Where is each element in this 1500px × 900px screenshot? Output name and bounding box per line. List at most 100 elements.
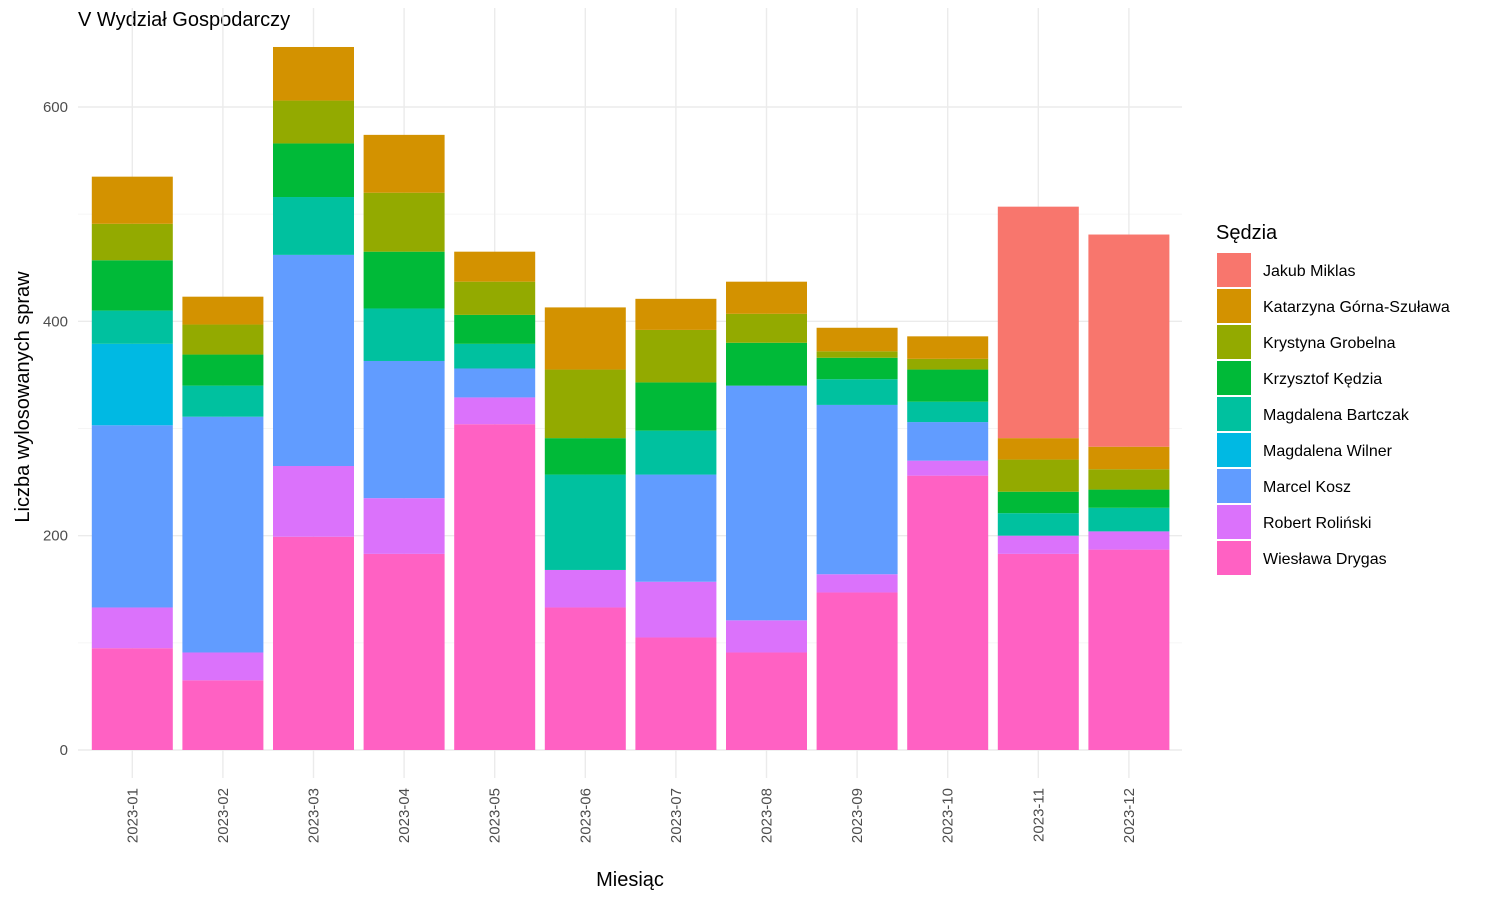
x-tick-label: 2023-03 (306, 788, 323, 843)
y-tick-label: 400 (43, 313, 68, 330)
x-tick-label: 2023-11 (1030, 788, 1047, 842)
bar-segment (635, 430, 717, 475)
bar-segment (273, 466, 354, 537)
x-tick-label: 2023-05 (487, 788, 504, 843)
bar-segment (1088, 531, 1170, 550)
legend-label: Krystyna Grobelna (1263, 335, 1396, 352)
bar-segment (363, 251, 445, 309)
bar-segment (997, 513, 1079, 536)
bar-segment (544, 607, 626, 750)
legend-title: Sędzia (1216, 222, 1278, 244)
legend-swatch (1217, 505, 1251, 539)
legend-label: Jakub Miklas (1263, 263, 1355, 280)
bar-segment (363, 308, 445, 361)
x-tick-label: 2023-06 (577, 788, 594, 843)
bar-segment (726, 620, 807, 653)
legend-label: Wiesława Drygas (1263, 551, 1387, 568)
x-axis-ticks: 2023-01 2023-02 2023-03 2023-04 2023-05 2023-… (124, 788, 1138, 843)
bar-segment (635, 329, 717, 383)
bar-segment (635, 382, 717, 431)
bar-segment (997, 491, 1079, 514)
bar-segment (363, 134, 445, 193)
bar-segment (91, 343, 173, 426)
bar-segment (363, 360, 445, 499)
bar-segment (182, 385, 264, 417)
bar-segment (907, 369, 989, 402)
bar-segment (1088, 469, 1170, 490)
bar-segment (91, 310, 173, 344)
bar-segment (544, 307, 626, 370)
bar-segment (544, 569, 626, 608)
bar-segment (1088, 234, 1170, 447)
bar-segment (816, 592, 898, 750)
bar-segment (363, 553, 445, 750)
bar-segment (544, 438, 626, 475)
legend-label: Robert Roliński (1263, 515, 1371, 532)
legend-swatch (1217, 433, 1251, 467)
legend-swatch (1217, 253, 1251, 287)
bar-segment (997, 206, 1079, 439)
bar-segment (273, 254, 354, 467)
bar-segment (273, 46, 354, 101)
legend-swatch (1217, 397, 1251, 431)
bar-segment (273, 197, 354, 255)
bar-segment (182, 324, 264, 355)
bar-segment (182, 296, 264, 325)
x-tick-label: 2023-02 (215, 788, 232, 843)
bar-segment (635, 581, 717, 638)
bar-segment (182, 652, 264, 681)
legend-label: Magdalena Bartczak (1263, 407, 1410, 424)
bar-segment (635, 298, 717, 330)
bar-segment (816, 574, 898, 593)
bar-segment (997, 535, 1079, 554)
bar-segment (454, 424, 536, 750)
bar-segment (907, 358, 989, 370)
bar-segment (726, 281, 807, 314)
x-tick-label: 2023-08 (759, 788, 776, 843)
legend-items: Jakub Miklas Katarzyna Górna-Szuława Kryst… (1217, 253, 1450, 575)
legend-swatch (1217, 325, 1251, 359)
bar-segment (726, 313, 807, 343)
bar-segment (454, 251, 536, 282)
y-tick-label: 200 (43, 528, 68, 545)
bars (91, 46, 1170, 750)
x-tick-label: 2023-12 (1121, 788, 1138, 843)
bar-segment (1088, 446, 1170, 470)
bar-segment (726, 385, 807, 621)
bar-segment (997, 438, 1079, 460)
bar-segment (907, 475, 989, 750)
bar-segment (816, 327, 898, 352)
bar-segment (635, 474, 717, 582)
bar-segment (816, 379, 898, 405)
bar-segment (273, 536, 354, 750)
bar-segment (907, 401, 989, 423)
y-axis-title: Liczba wylosowanych spraw (12, 271, 34, 523)
bar-segment (1088, 489, 1170, 508)
bar-segment (454, 397, 536, 425)
bar-segment (816, 351, 898, 358)
bar-segment (363, 192, 445, 252)
bar-segment (1088, 549, 1170, 750)
bar-segment (454, 343, 536, 369)
bar-segment (726, 652, 807, 750)
y-axis-ticks: 0 200 400 600 (43, 99, 68, 759)
bar-segment (91, 223, 173, 261)
bar-segment (544, 474, 626, 570)
y-tick-label: 600 (43, 99, 68, 116)
bar-segment (726, 342, 807, 386)
bar-segment (182, 680, 264, 750)
x-tick-label: 2023-01 (124, 788, 141, 843)
legend-label: Katarzyna Górna-Szuława (1263, 299, 1450, 316)
legend-swatch (1217, 289, 1251, 323)
bar-segment (454, 368, 536, 398)
legend-swatch (1217, 361, 1251, 395)
bar-segment (997, 459, 1079, 492)
x-tick-label: 2023-10 (940, 788, 957, 843)
bar-segment (182, 354, 264, 386)
chart-title: V Wydział Gospodarczy (78, 9, 290, 31)
bar-segment (91, 648, 173, 750)
bar-segment (1088, 507, 1170, 532)
legend-swatch (1217, 541, 1251, 575)
bar-segment (182, 416, 264, 653)
